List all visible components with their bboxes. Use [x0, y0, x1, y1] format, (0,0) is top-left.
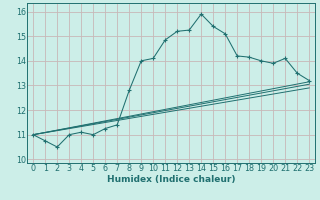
X-axis label: Humidex (Indice chaleur): Humidex (Indice chaleur) — [107, 175, 236, 184]
